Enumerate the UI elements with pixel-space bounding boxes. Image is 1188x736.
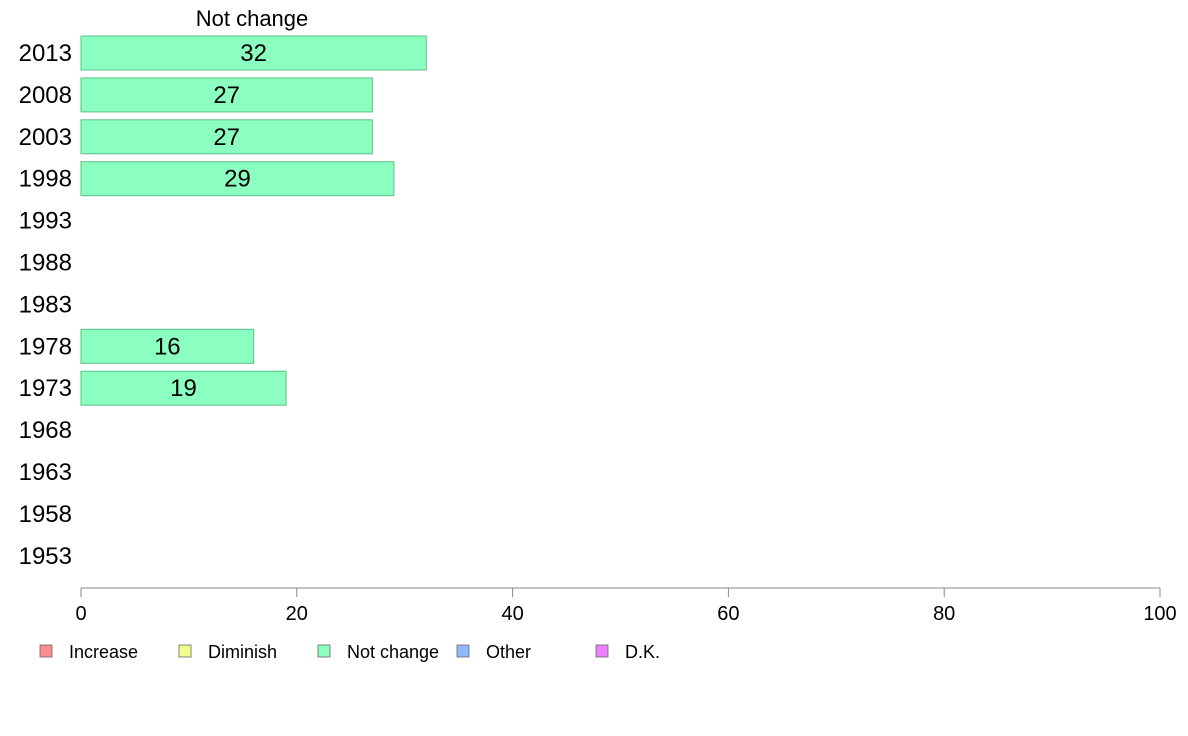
x-tick-label: 80 xyxy=(933,603,955,625)
category-label: 1993 xyxy=(19,208,72,235)
legend-swatch xyxy=(595,644,609,658)
legend-swatch xyxy=(317,644,331,658)
bar-value-label: 27 xyxy=(213,82,240,109)
legend-item: Increase xyxy=(39,642,138,662)
legend: Increase Diminish Not change Other D.K. xyxy=(39,642,660,662)
category-label: 1968 xyxy=(19,417,72,444)
category-label: 1988 xyxy=(19,250,72,277)
bar xyxy=(80,35,427,71)
x-tick-label: 20 xyxy=(286,603,308,625)
bar-value-label: 27 xyxy=(213,124,240,151)
legend-label: D.K. xyxy=(625,642,660,662)
legend-swatch xyxy=(456,644,470,658)
bar-value-label: 29 xyxy=(224,166,251,193)
legend-label: Not change xyxy=(347,642,439,662)
bar-value-label: 32 xyxy=(240,40,267,67)
legend-item: Not change xyxy=(317,642,439,662)
x-tick-label: 0 xyxy=(75,603,86,625)
category-label: 2008 xyxy=(19,82,72,109)
bar-value-label: 16 xyxy=(154,333,181,360)
bar xyxy=(80,77,373,113)
category-label: 2013 xyxy=(19,40,72,67)
category-label: 1983 xyxy=(19,291,72,318)
category-label: 1958 xyxy=(19,501,72,528)
bar xyxy=(80,161,395,197)
x-tick-label: 40 xyxy=(501,603,523,625)
bar xyxy=(80,370,287,406)
category-label: 1963 xyxy=(19,459,72,486)
bar-value-label: 19 xyxy=(170,375,197,402)
legend-label: Other xyxy=(486,642,531,662)
legend-label: Increase xyxy=(69,642,138,662)
series-title: Not change xyxy=(196,6,309,31)
legend-item: Other xyxy=(456,642,531,662)
legend-label: Diminish xyxy=(208,642,277,662)
category-label: 1973 xyxy=(19,375,72,402)
x-tick-label: 60 xyxy=(717,603,739,625)
bar xyxy=(80,328,255,364)
legend-item: Diminish xyxy=(178,642,277,662)
category-label: 1998 xyxy=(19,166,72,193)
bar xyxy=(80,119,373,155)
category-label: 1953 xyxy=(19,543,72,570)
legend-item: D.K. xyxy=(595,642,660,662)
legend-swatch xyxy=(39,644,53,658)
x-tick-label: 100 xyxy=(1143,603,1176,625)
category-label: 1978 xyxy=(19,333,72,360)
bars xyxy=(80,35,427,406)
category-label: 2003 xyxy=(19,124,72,151)
category-labels: 2013 2008 2003 1998 1993 1988 1983 1978 1973 1968… xyxy=(19,40,72,570)
x-axis: 0 20 40 60 80 100 xyxy=(75,587,1177,625)
legend-swatch xyxy=(178,644,192,658)
